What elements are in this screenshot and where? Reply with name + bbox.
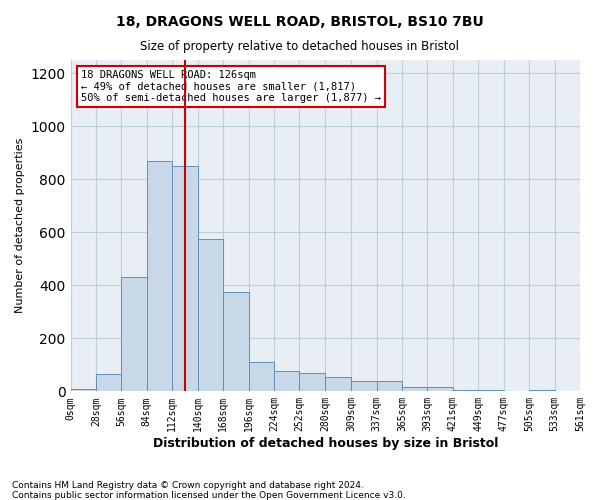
- Text: Contains HM Land Registry data © Crown copyright and database right 2024.: Contains HM Land Registry data © Crown c…: [12, 481, 364, 490]
- Text: 18 DRAGONS WELL ROAD: 126sqm
← 49% of detached houses are smaller (1,817)
50% of: 18 DRAGONS WELL ROAD: 126sqm ← 49% of de…: [81, 70, 381, 103]
- Y-axis label: Number of detached properties: Number of detached properties: [15, 138, 25, 314]
- Bar: [248, 362, 274, 392]
- Bar: [453, 390, 478, 392]
- Bar: [377, 380, 402, 392]
- Bar: [223, 292, 248, 392]
- Bar: [402, 388, 427, 392]
- Bar: [197, 239, 223, 392]
- Bar: [274, 372, 299, 392]
- Bar: [478, 390, 504, 392]
- X-axis label: Distribution of detached houses by size in Bristol: Distribution of detached houses by size …: [152, 437, 498, 450]
- Bar: [71, 388, 96, 392]
- Bar: [172, 166, 197, 392]
- Bar: [96, 374, 121, 392]
- Bar: [121, 278, 147, 392]
- Bar: [325, 377, 351, 392]
- Text: 18, DRAGONS WELL ROAD, BRISTOL, BS10 7BU: 18, DRAGONS WELL ROAD, BRISTOL, BS10 7BU: [116, 15, 484, 29]
- Bar: [299, 373, 325, 392]
- Bar: [147, 160, 172, 392]
- Bar: [529, 390, 554, 392]
- Bar: [427, 388, 453, 392]
- Bar: [351, 380, 377, 392]
- Text: Size of property relative to detached houses in Bristol: Size of property relative to detached ho…: [140, 40, 460, 53]
- Text: Contains public sector information licensed under the Open Government Licence v3: Contains public sector information licen…: [12, 491, 406, 500]
